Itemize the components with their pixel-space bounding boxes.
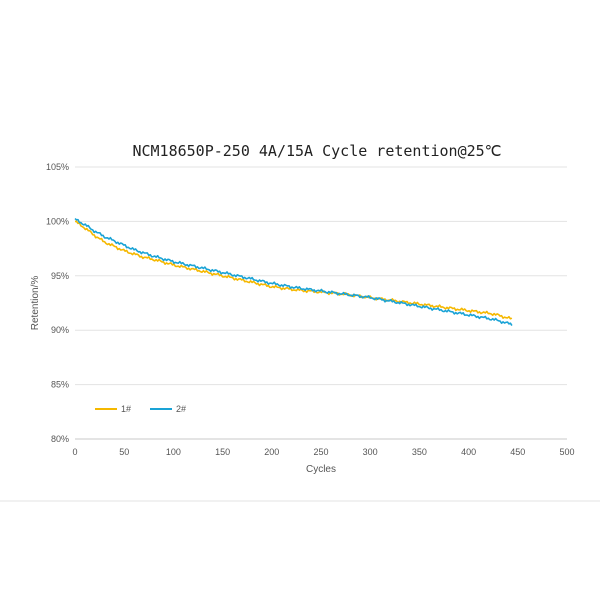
x-tick-label: 250 <box>313 447 328 457</box>
y-tick-label: 100% <box>46 216 69 226</box>
legend-label-1: 1# <box>121 404 131 414</box>
x-tick-label: 0 <box>72 447 77 457</box>
x-tick-label: 100 <box>166 447 181 457</box>
x-axis-label: Cycles <box>306 464 336 475</box>
x-tick-label: 150 <box>215 447 230 457</box>
x-tick-label: 450 <box>510 447 525 457</box>
x-tick-label: 200 <box>264 447 279 457</box>
x-tick-label: 300 <box>363 447 378 457</box>
series-line-1 <box>74 220 513 320</box>
chart-title: NCM18650P-250 4A/15A Cycle retention@25℃ <box>132 142 501 160</box>
x-tick-label: 500 <box>559 447 574 457</box>
page-bottom-area <box>0 500 600 602</box>
series-lines <box>74 217 513 327</box>
y-tick-label: 105% <box>46 162 69 172</box>
series-line-2 <box>74 217 513 327</box>
x-tick-label: 400 <box>461 447 476 457</box>
y-tick-label: 90% <box>51 325 69 335</box>
y-tick-label: 85% <box>51 380 69 390</box>
y-tick-label: 80% <box>51 434 69 444</box>
tick-labels: 80% 85% 90% 95% 100% 105% 0 50 100 150 200 250 300 35… <box>46 162 575 457</box>
legend: 1# 2# <box>95 404 186 414</box>
grid-lines <box>75 166 567 386</box>
legend-label-2: 2# <box>176 404 186 414</box>
x-tick-label: 50 <box>119 447 129 457</box>
y-tick-label: 95% <box>51 271 69 281</box>
y-axis-label: Retention/% <box>30 276 41 331</box>
x-tick-label: 350 <box>412 447 427 457</box>
